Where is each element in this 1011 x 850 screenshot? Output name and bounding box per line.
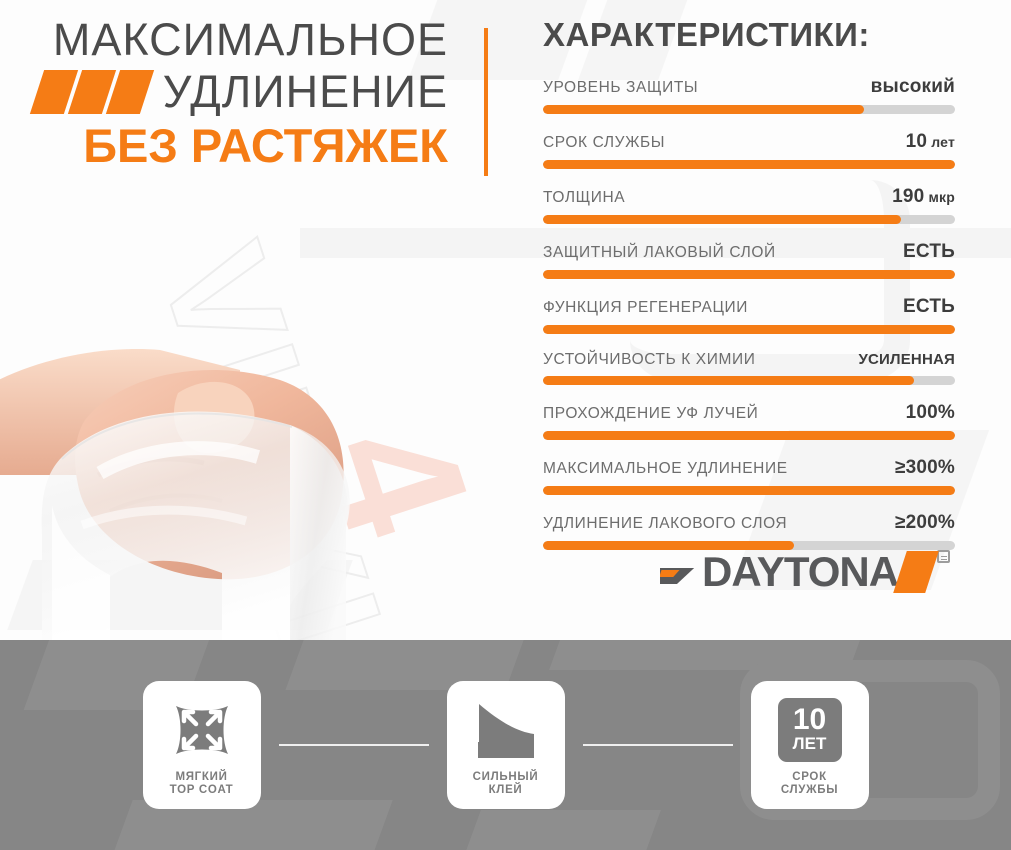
spec-value: ЕСТЬ bbox=[903, 296, 955, 318]
spec-bar-track bbox=[543, 160, 955, 169]
spec-row: МАКСИМАЛЬНОЕ УДЛИНЕНИЕ ≥300% bbox=[543, 457, 955, 495]
spec-bar-track bbox=[543, 541, 955, 550]
spec-bar-fill bbox=[543, 325, 955, 334]
specs-rows-container: УРОВЕНЬ ЗАЩИТЫ высокий СРОК СЛУЖБЫ 10 лет ТО… bbox=[543, 76, 955, 550]
spec-bar-fill bbox=[543, 105, 865, 114]
feature-card-label-line2: TOP COAT bbox=[169, 783, 234, 796]
spec-value-number: ≥300% bbox=[894, 457, 955, 478]
spec-row: ФУНКЦИЯ РЕГЕНЕРАЦИИ ЕСТЬ bbox=[543, 296, 955, 334]
daytona-wordmark: DAYTONA bbox=[702, 548, 899, 595]
feature-card-label-line2: СЛУЖБЫ bbox=[780, 783, 839, 796]
badge-number: 10 bbox=[792, 703, 827, 736]
spec-row: ЗАЩИТНЫЙ ЛАКОВЫЙ СЛОЙ ЕСТЬ bbox=[543, 241, 955, 279]
spec-label: ФУНКЦИЯ РЕГЕНЕРАЦИИ bbox=[543, 299, 748, 316]
spec-bar-fill bbox=[543, 270, 955, 279]
spec-bar-fill bbox=[543, 431, 955, 440]
spec-value-unit: лет bbox=[927, 134, 955, 150]
spec-bar-fill bbox=[543, 215, 902, 224]
daytona-slash-icon bbox=[893, 551, 939, 593]
spec-value: 100% bbox=[906, 402, 955, 424]
spec-label: УДЛИНЕНИЕ ЛАКОВОГО СЛОЯ bbox=[543, 515, 788, 532]
badge-unit: ЛЕТ bbox=[792, 734, 827, 753]
feature-card-label: СРОК СЛУЖБЫ bbox=[781, 771, 838, 797]
spec-value-number: высокий bbox=[870, 76, 955, 97]
spec-value: 190 мкр bbox=[892, 186, 955, 208]
spec-value-unit: мкр bbox=[924, 189, 955, 205]
headline-line-1: МАКСИМАЛЬНОЕ bbox=[52, 14, 448, 65]
spec-bar-track bbox=[543, 486, 955, 495]
spec-bar-track bbox=[543, 376, 955, 385]
hand-with-stretched-film-photo bbox=[0, 175, 390, 645]
spec-value-number: ЕСТЬ bbox=[903, 296, 955, 317]
spec-value-number: УСИЛЕННАЯ bbox=[858, 351, 955, 368]
spec-label: ТОЛЩИНА bbox=[543, 189, 626, 206]
feature-bar: МЯГКИЙ TOP COAT СИЛЬНЫЙ КЛЕЙ 10 ЛЕТ СРОК СЛУЖБЫ bbox=[0, 640, 1011, 850]
ten-years-icon: 10 ЛЕТ bbox=[774, 694, 846, 766]
spec-row: СРОК СЛУЖБЫ 10 лет bbox=[543, 131, 955, 169]
spec-row: ПРОХОЖДЕНИЕ УФ ЛУЧЕЙ 100% bbox=[543, 402, 955, 440]
spec-row: УРОВЕНЬ ЗАЩИТЫ высокий bbox=[543, 76, 955, 114]
daytona-mark-icon bbox=[650, 550, 704, 594]
title-divider bbox=[484, 28, 488, 176]
spec-bar-track bbox=[543, 431, 955, 440]
spec-value-number: 10 bbox=[905, 131, 928, 152]
stretch-arrows-icon bbox=[166, 694, 238, 766]
spec-bar-fill bbox=[543, 376, 914, 385]
daytona-logo: DAYTONA bbox=[650, 548, 951, 596]
headline: МАКСИМАЛЬНОЕ УДЛИНЕНИЕ БЕЗ РАСТЯЖЕК bbox=[0, 14, 470, 174]
specs-panel: ХАРАКТЕРИСТИКИ: УРОВЕНЬ ЗАЩИТЫ высокий СРО… bbox=[543, 16, 955, 567]
adhesive-film-icon bbox=[470, 694, 542, 766]
feature-card[interactable]: МЯГКИЙ TOP COAT bbox=[142, 681, 261, 809]
spec-row: УДЛИНЕНИЕ ЛАКОВОГО СЛОЯ ≥200% bbox=[543, 512, 955, 550]
spec-bar-fill bbox=[543, 541, 795, 550]
feature-card-label-line2: КЛЕЙ bbox=[488, 783, 523, 796]
feature-card-label-line1: МЯГКИЙ bbox=[175, 770, 228, 783]
spec-row: УСТОЙЧИВОСТЬ К ХИМИИ УСИЛЕННАЯ bbox=[543, 351, 955, 385]
spec-label: СРОК СЛУЖБЫ bbox=[543, 134, 666, 151]
spec-bar-track bbox=[543, 105, 955, 114]
spec-bar-fill bbox=[543, 486, 955, 495]
spec-label: ЗАЩИТНЫЙ ЛАКОВЫЙ СЛОЙ bbox=[543, 244, 776, 261]
spec-bar-track bbox=[543, 215, 955, 224]
spec-bar-track bbox=[543, 325, 955, 334]
card-connector-line bbox=[278, 744, 429, 746]
headline-line-3: БЕЗ РАСТЯЖЕК bbox=[83, 119, 448, 172]
feature-card[interactable]: 10 ЛЕТ СРОК СЛУЖБЫ bbox=[750, 681, 869, 809]
spec-value: высокий bbox=[871, 76, 955, 98]
spec-bar-fill bbox=[543, 160, 955, 169]
spec-value-number: 100% bbox=[905, 402, 955, 423]
feature-card-label: МЯГКИЙ TOP COAT bbox=[170, 771, 234, 797]
feature-card-label: СИЛЬНЫЙ КЛЕЙ bbox=[473, 771, 539, 797]
spec-bar-track bbox=[543, 270, 955, 279]
spec-label: УСТОЙЧИВОСТЬ К ХИМИИ bbox=[543, 351, 756, 368]
spec-value: ≥300% bbox=[895, 457, 955, 479]
feature-card-label-line1: СИЛЬНЫЙ bbox=[472, 770, 539, 783]
spec-value: 10 лет bbox=[906, 131, 955, 153]
spec-label: ПРОХОЖДЕНИЕ УФ ЛУЧЕЙ bbox=[543, 405, 759, 422]
feature-card-label-line1: СРОК bbox=[792, 770, 827, 783]
feature-card[interactable]: СИЛЬНЫЙ КЛЕЙ bbox=[446, 681, 565, 809]
registered-trademark-icon bbox=[937, 550, 951, 563]
spec-value: ЕСТЬ bbox=[903, 241, 955, 263]
spec-label: УРОВЕНЬ ЗАЩИТЫ bbox=[543, 79, 699, 96]
spec-row: ТОЛЩИНА 190 мкр bbox=[543, 186, 955, 224]
card-connector-line bbox=[582, 744, 733, 746]
spec-value-number: 190 bbox=[892, 186, 925, 207]
spec-value-number: ≥200% bbox=[894, 512, 955, 533]
spec-label: МАКСИМАЛЬНОЕ УДЛИНЕНИЕ bbox=[543, 460, 788, 477]
spec-value: УСИЛЕННАЯ bbox=[858, 351, 955, 368]
feature-cards: МЯГКИЙ TOP COAT СИЛЬНЫЙ КЛЕЙ 10 ЛЕТ СРОК СЛУЖБЫ bbox=[0, 640, 1011, 850]
spec-value: ≥200% bbox=[895, 512, 955, 534]
slash-logo-icon bbox=[29, 70, 154, 114]
specs-title: ХАРАКТЕРИСТИКИ: bbox=[543, 16, 870, 53]
headline-line-2: УДЛИНЕНИЕ bbox=[162, 66, 448, 117]
spec-value-number: ЕСТЬ bbox=[903, 241, 955, 262]
